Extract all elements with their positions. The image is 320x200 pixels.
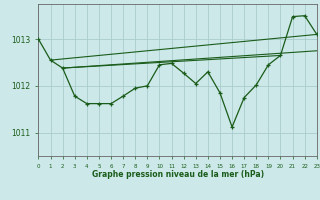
X-axis label: Graphe pression niveau de la mer (hPa): Graphe pression niveau de la mer (hPa)	[92, 170, 264, 179]
